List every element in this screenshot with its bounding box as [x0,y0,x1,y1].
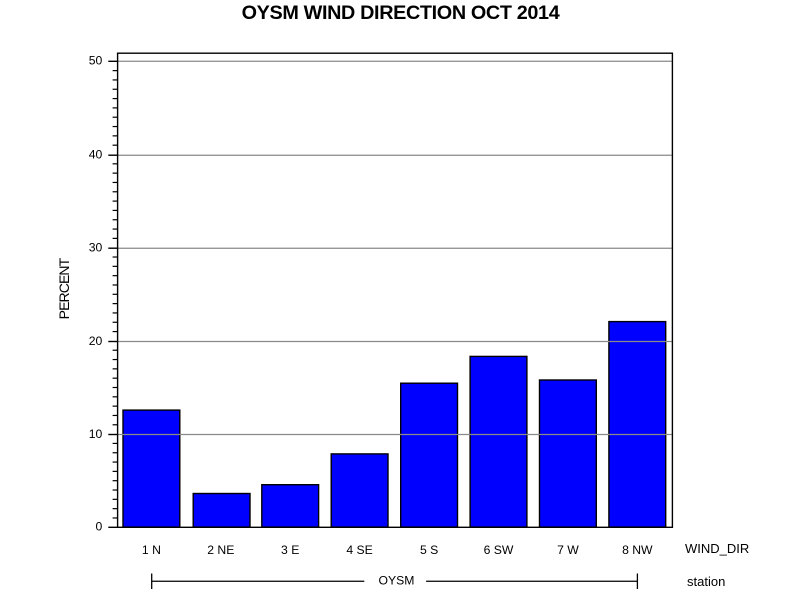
svg-text:40: 40 [89,148,103,162]
svg-text:1 N: 1 N [142,543,161,557]
svg-text:5 S: 5 S [420,543,438,557]
svg-text:3 E: 3 E [281,543,299,557]
svg-text:20: 20 [89,334,103,348]
svg-text:OYSM: OYSM [379,573,415,587]
svg-text:2 NE: 2 NE [207,543,234,557]
svg-text:PERCENT: PERCENT [56,257,72,319]
svg-text:6 SW: 6 SW [484,543,514,557]
svg-text:station: station [687,574,725,589]
svg-text:30: 30 [89,241,103,255]
svg-text:7 W: 7 W [557,543,579,557]
svg-text:0: 0 [96,520,103,534]
svg-text:50: 50 [89,54,103,68]
svg-text:10: 10 [89,427,103,441]
svg-text:OYSM WIND DIRECTION OCT 2014: OYSM WIND DIRECTION OCT 2014 [242,2,560,24]
svg-text:WIND_DIR: WIND_DIR [685,541,749,556]
svg-text:4 SE: 4 SE [346,543,372,557]
svg-text:8 NW: 8 NW [622,543,653,557]
